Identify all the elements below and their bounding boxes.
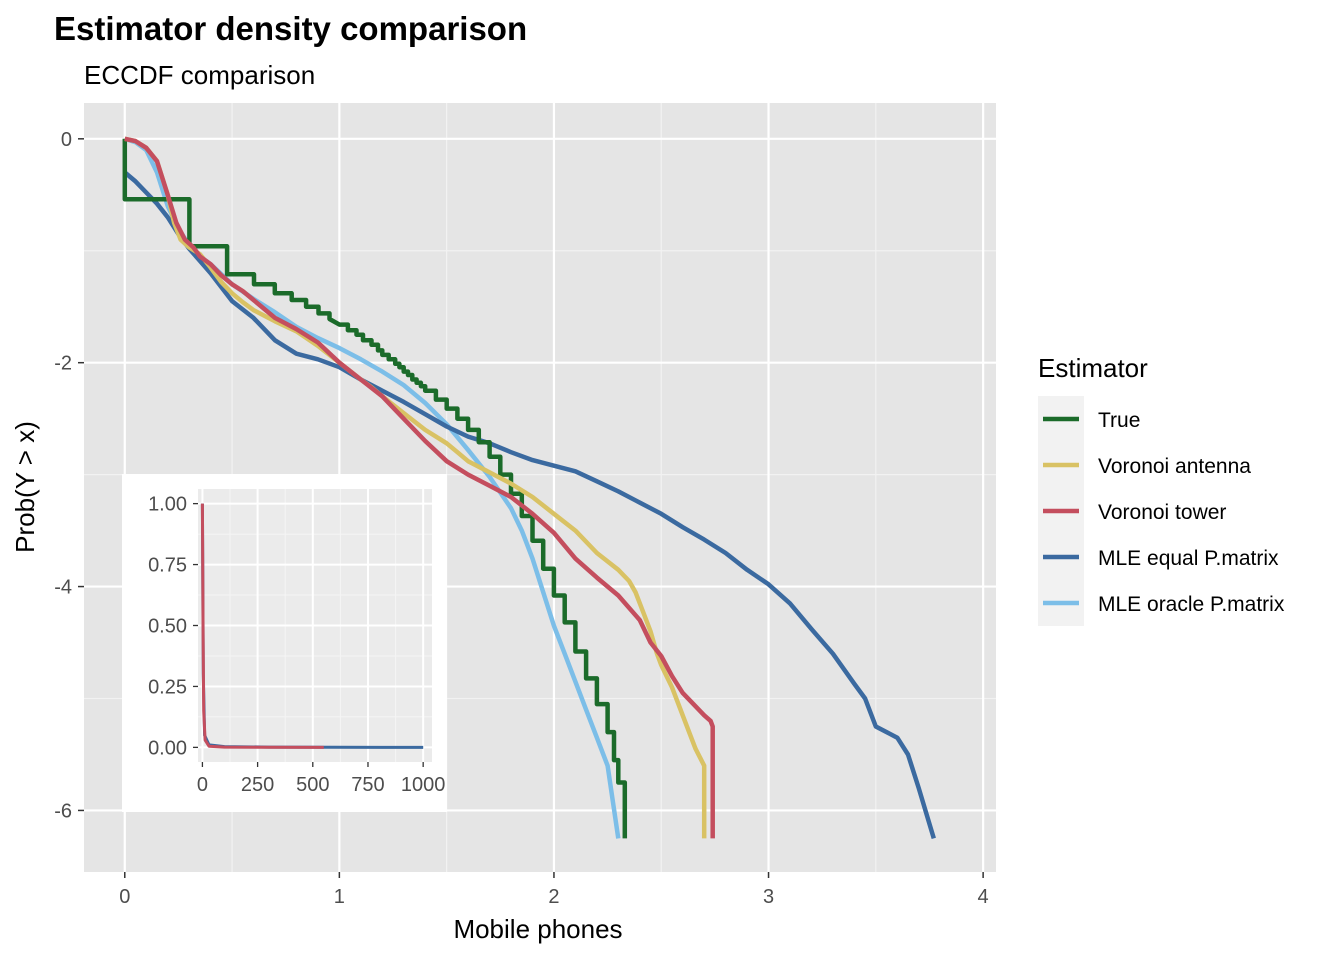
inset-x-tick-label: 1000	[401, 774, 446, 796]
legend-title: Estimator	[1038, 353, 1148, 383]
x-tick-label: 1	[334, 886, 345, 908]
x-tick-label: 3	[763, 886, 774, 908]
x-axis-label: Mobile phones	[453, 914, 622, 944]
legend: Estimator True Voronoi antenna Voronoi tow…	[1038, 353, 1285, 626]
legend-label: Voronoi tower	[1098, 501, 1226, 524]
inset-y-tick-label: 0.75	[148, 555, 187, 577]
x-tick-label: 2	[548, 886, 559, 908]
y-tick-label: -2	[54, 353, 72, 375]
chart-subtitle: ECCDF comparison	[84, 60, 315, 90]
y-axis-label: Prob(Y > x)	[10, 421, 40, 553]
axis-ticks: 0 1 2 3 4 0 -2 -4 -6	[54, 129, 988, 908]
inset-plot: 0 250 500 750 1000 0.00 0.25 0.50 0.75 1.00	[122, 474, 447, 812]
chart-title: Estimator density comparison	[54, 10, 527, 47]
legend-label: MLE equal P.matrix	[1098, 547, 1279, 570]
series-lines	[122, 136, 936, 840]
x-tick-label: 4	[978, 886, 989, 908]
y-tick-label: -4	[54, 577, 72, 599]
y-tick-label: -6	[54, 800, 72, 822]
inset-line-voronoi-tower	[200, 503, 324, 749]
inset-y-tick-label: 1.00	[148, 494, 187, 516]
inset-x-tick-label: 750	[351, 774, 384, 796]
series-line-mle-equal-p-matrix	[123, 170, 936, 840]
inset-y-tick-label: 0.00	[148, 737, 187, 759]
inset-x-tick-label: 250	[241, 774, 274, 796]
inset-x-tick-label: 0	[197, 774, 208, 796]
inset-y-tick-label: 0.50	[148, 616, 187, 638]
inset-y-tick-label: 0.25	[148, 676, 187, 698]
y-tick-label: 0	[61, 129, 72, 151]
legend-label: MLE oracle P.matrix	[1098, 593, 1285, 616]
x-tick-label: 0	[119, 886, 130, 908]
legend-label: Voronoi antenna	[1098, 455, 1251, 478]
series-line-voronoi-tower	[124, 136, 715, 839]
series-line-true	[122, 138, 628, 839]
legend-label: True	[1098, 409, 1140, 432]
inset-x-tick-label: 500	[296, 774, 329, 796]
